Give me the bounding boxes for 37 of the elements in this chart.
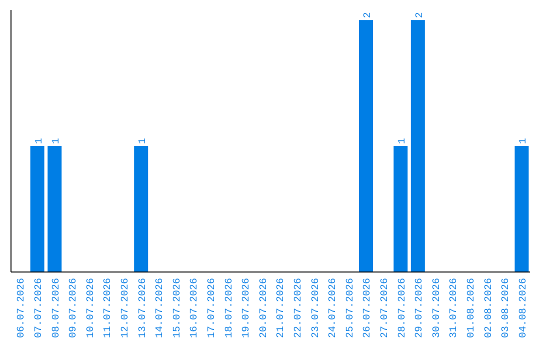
x-tick-label: 03.08.2026 bbox=[501, 278, 512, 338]
x-tick-label: 31.07.2026 bbox=[449, 278, 460, 338]
x-tick-label: 20.07.2026 bbox=[258, 278, 270, 338]
x-tick-label: 21.07.2026 bbox=[276, 278, 288, 338]
data-label: 1 bbox=[398, 138, 409, 144]
x-tick-label: 10.07.2026 bbox=[86, 278, 97, 338]
x-tick-label: 23.07.2026 bbox=[310, 278, 322, 338]
data-label: 1 bbox=[138, 138, 150, 144]
x-tick-label: 12.07.2026 bbox=[120, 278, 132, 338]
x-tick-label: 17.07.2026 bbox=[206, 278, 218, 338]
x-tick-label: 13.07.2026 bbox=[138, 278, 149, 338]
x-tick-label: 30.07.2026 bbox=[432, 278, 443, 338]
x-tick-label: 18.07.2026 bbox=[224, 278, 236, 338]
x-tick-label: 15.07.2026 bbox=[172, 278, 184, 338]
data-label: 1 bbox=[34, 138, 46, 144]
x-tick-label: 09.07.2026 bbox=[68, 278, 80, 338]
x-tick-label: 22.07.2026 bbox=[293, 278, 304, 338]
x-tick-label: 08.07.2026 bbox=[51, 278, 62, 338]
x-tick-label: 19.07.2026 bbox=[242, 278, 253, 338]
x-tick-label: 04.08.2026 bbox=[518, 278, 530, 338]
x-tick-label: 25.07.2026 bbox=[345, 278, 356, 338]
x-tick-label: 11.07.2026 bbox=[103, 278, 114, 338]
data-label: 1 bbox=[518, 138, 530, 144]
data-label: 2 bbox=[414, 12, 426, 18]
x-tick-label: 02.08.2026 bbox=[484, 278, 495, 338]
data-label: 1 bbox=[52, 138, 63, 144]
x-tick-label: 01.08.2026 bbox=[466, 278, 478, 338]
x-tick-label: 27.07.2026 bbox=[380, 278, 391, 338]
x-tick-label: 06.07.2026 bbox=[16, 278, 28, 338]
x-tick-label: 26.07.2026 bbox=[362, 278, 374, 338]
data-label: 2 bbox=[363, 12, 374, 18]
x-tick-label: 28.07.2026 bbox=[397, 278, 408, 338]
x-tick-label: 07.07.2026 bbox=[34, 278, 45, 338]
x-tick-label: 24.07.2026 bbox=[328, 278, 340, 338]
x-tick-label: 29.07.2026 bbox=[414, 278, 426, 338]
x-tick-label: 16.07.2026 bbox=[190, 278, 201, 338]
x-tick-label: 14.07.2026 bbox=[155, 278, 166, 338]
